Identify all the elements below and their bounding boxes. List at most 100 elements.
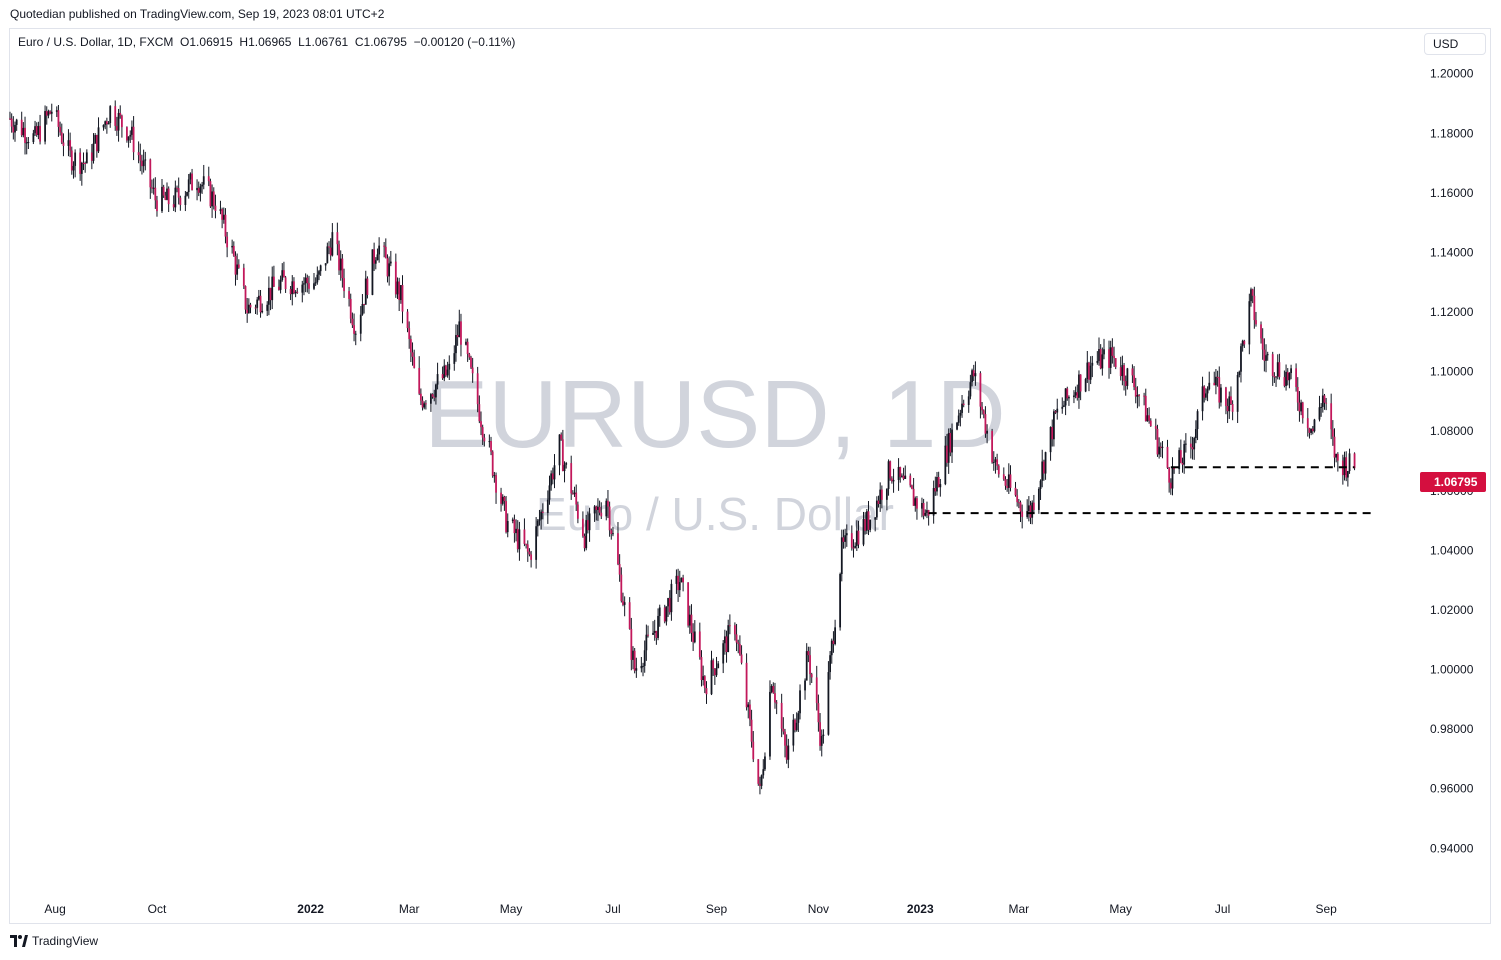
candle-body	[1348, 453, 1351, 472]
candle-body	[690, 614, 693, 633]
candle-body	[1091, 362, 1094, 366]
legend-symbol: Euro / U.S. Dollar, 1D, FXCM	[18, 35, 174, 49]
candle-body	[516, 528, 519, 550]
candle-body	[1054, 411, 1057, 413]
candle-body	[294, 291, 297, 294]
candle-body	[1276, 362, 1279, 377]
candle-body	[780, 702, 783, 729]
candle-body	[50, 111, 53, 114]
candle-body	[652, 632, 654, 635]
candle-body	[911, 485, 913, 489]
candle-body	[1230, 396, 1232, 405]
x-tick-label: May	[500, 902, 523, 916]
candle-body	[617, 533, 619, 565]
candle-body	[1263, 349, 1266, 361]
candle-body	[1325, 402, 1328, 404]
candle-body	[406, 311, 409, 329]
candle-body	[880, 489, 883, 500]
candle-body	[904, 475, 907, 479]
x-tick-label: Aug	[44, 902, 65, 916]
candle-body	[283, 270, 285, 278]
candle-body	[189, 173, 192, 180]
candle-body	[585, 520, 588, 549]
candle-body	[488, 441, 491, 443]
candle-body	[643, 650, 646, 666]
candle-body	[247, 304, 250, 314]
candle-body	[1330, 403, 1333, 430]
candle-body	[769, 691, 771, 757]
candle-body	[456, 335, 459, 338]
candle-body	[500, 492, 502, 504]
candle-body	[1320, 406, 1323, 408]
candle-body	[839, 574, 842, 628]
candle-body	[595, 506, 598, 510]
candle-body	[1158, 446, 1161, 455]
candle-body	[1343, 457, 1346, 476]
candle-body	[775, 702, 778, 704]
candle-body	[785, 745, 788, 760]
candle-body	[67, 140, 70, 146]
candle-body	[433, 396, 436, 398]
candle-body	[1148, 415, 1151, 421]
candle-body	[378, 245, 381, 255]
candle-body	[199, 186, 202, 193]
candle-body	[598, 506, 601, 513]
candle-body	[231, 245, 234, 248]
candle-body	[179, 197, 182, 205]
candle-body	[1138, 394, 1140, 396]
candle-body	[445, 365, 447, 376]
candle-body	[725, 636, 728, 653]
candle-body	[95, 135, 98, 152]
candle-body	[202, 176, 205, 185]
candle-body	[353, 325, 355, 334]
candle-body	[80, 162, 83, 174]
candle-body	[187, 179, 190, 193]
candle-body	[1204, 393, 1207, 398]
candle-body	[119, 112, 122, 116]
candle-body	[710, 660, 713, 695]
candle-body	[172, 204, 175, 208]
candle-body	[663, 607, 666, 622]
candle-body	[588, 513, 591, 531]
candle-body	[922, 503, 925, 516]
candle-body	[855, 530, 858, 546]
candle-body	[1154, 426, 1157, 429]
candle-body	[301, 284, 304, 293]
currency-selector[interactable]: USD	[1424, 33, 1486, 55]
candle-body	[797, 713, 800, 723]
candle-body	[174, 187, 177, 208]
candle-body	[815, 677, 818, 704]
candle-body	[1021, 511, 1024, 517]
candle-body	[371, 249, 374, 295]
footer-brand-label: TradingView	[32, 934, 99, 948]
x-tick-label: Nov	[808, 902, 829, 916]
candle-body	[618, 564, 621, 575]
candle-body	[261, 310, 264, 313]
candle-body	[727, 625, 730, 653]
candle-body	[912, 488, 915, 506]
candle-body	[571, 493, 574, 495]
candle-body	[47, 111, 50, 116]
candle-body	[885, 488, 888, 500]
candle-body	[702, 676, 705, 681]
candle-body	[1156, 428, 1159, 455]
candle-body	[658, 607, 661, 616]
candle-body	[212, 191, 215, 206]
candle-body	[971, 370, 973, 383]
candle-body	[338, 244, 340, 271]
watermark-description: Euro / U.S. Dollar	[536, 488, 894, 540]
last-price-value: 1.06795	[1434, 475, 1478, 489]
candle-body	[1007, 474, 1010, 488]
candle-body	[339, 258, 342, 271]
x-tick-label: Mar	[1008, 902, 1029, 916]
candle-body	[735, 634, 738, 643]
candle-body	[799, 690, 801, 714]
candle-body	[246, 309, 249, 314]
y-tick-label: 0.96000	[1430, 782, 1474, 796]
candle-body	[1178, 450, 1181, 470]
candle-body	[655, 630, 658, 638]
candle-body	[366, 278, 369, 295]
candle-body	[984, 414, 987, 434]
candle-body	[1261, 338, 1264, 350]
